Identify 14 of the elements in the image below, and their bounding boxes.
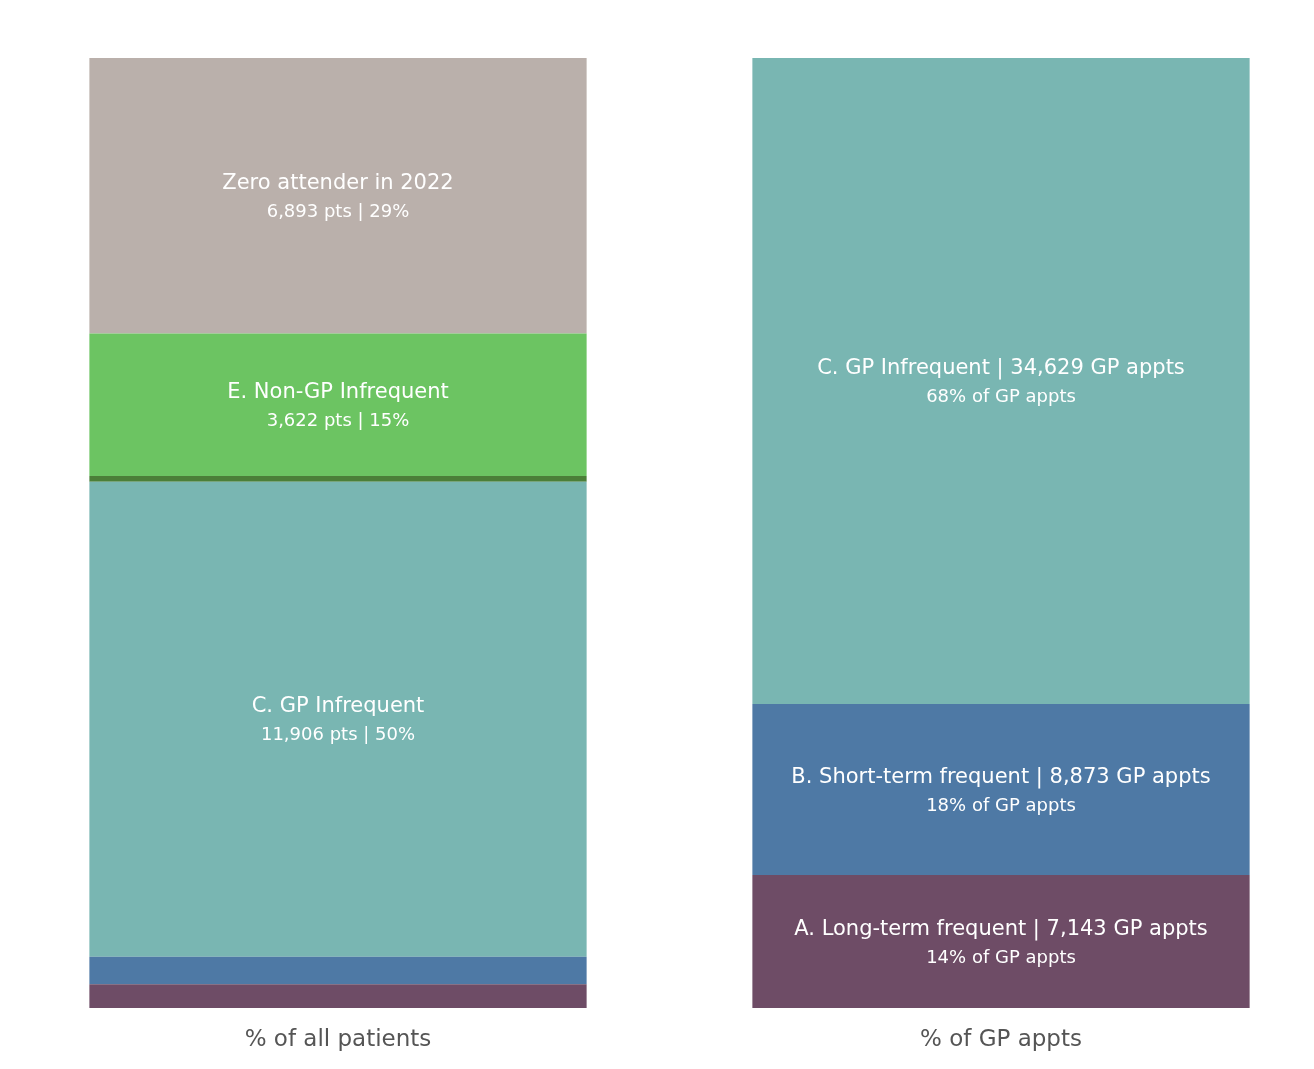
x-tick-label: % of GP appts [920,1024,1082,1051]
data-label: 11,906 pts | 50% [260,723,416,745]
data-label: 68% of GP appts [926,385,1076,406]
data-label: 18% of GP appts [926,793,1076,815]
series-label: B. Short-term frequent | 8,873 GP appts [791,763,1211,789]
series-label: E. Non-GP Infrequent [227,378,449,403]
series-label: A. Long-term frequent | 7,143 GP appts [794,915,1208,941]
data-label: 6,893 pts | 29% [266,199,410,221]
data-label: 14% of GP appts [926,945,1076,967]
series-label: C. GP Infrequent [251,693,425,718]
x-tick-label: % of all patients [244,1024,432,1051]
data-label: 3,622 pts | 15% [266,408,410,430]
series-label: Zero attender in 2022 [222,169,454,194]
series-label: C. GP Infrequent | 34,629 GP appts [817,355,1185,380]
